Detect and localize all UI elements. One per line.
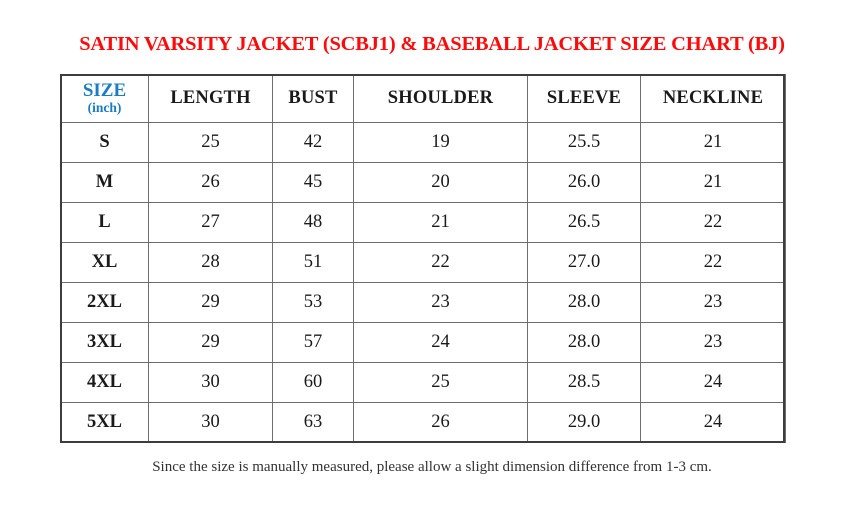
- cell-neckline: 23: [640, 282, 786, 323]
- column-header-size-unit: (inch): [87, 100, 122, 116]
- cell-length: 25: [148, 122, 273, 163]
- measurement-disclaimer: Since the size is manually measured, ple…: [152, 459, 712, 475]
- table-row: M 26 45 20 26.0 21: [60, 162, 786, 203]
- cell-size: 5XL: [60, 402, 149, 443]
- cell-neckline: 24: [640, 362, 786, 403]
- cell-shoulder: 24: [353, 322, 528, 363]
- cell-bust: 53: [272, 282, 354, 323]
- cell-shoulder: 23: [353, 282, 528, 323]
- cell-shoulder: 22: [353, 242, 528, 283]
- cell-shoulder: 19: [353, 122, 528, 163]
- cell-length: 29: [148, 322, 273, 363]
- cell-neckline: 21: [640, 122, 786, 163]
- table-header-row: SIZE (inch) LENGTH BUST SHOULDER SLEEVE …: [60, 74, 786, 123]
- cell-size: 4XL: [60, 362, 149, 403]
- table-row: 4XL 30 60 25 28.5 24: [60, 362, 786, 403]
- cell-sleeve: 28.5: [527, 362, 641, 403]
- cell-shoulder: 26: [353, 402, 528, 443]
- cell-bust: 48: [272, 202, 354, 243]
- cell-size: M: [60, 162, 149, 203]
- cell-sleeve: 29.0: [527, 402, 641, 443]
- page-title: SATIN VARSITY JACKET (SCBJ1) & BASEBALL …: [79, 33, 785, 55]
- column-header-sleeve: SLEEVE: [527, 74, 641, 123]
- cell-bust: 60: [272, 362, 354, 403]
- cell-neckline: 24: [640, 402, 786, 443]
- cell-neckline: 23: [640, 322, 786, 363]
- cell-size: 2XL: [60, 282, 149, 323]
- cell-neckline: 21: [640, 162, 786, 203]
- size-chart-table: SIZE (inch) LENGTH BUST SHOULDER SLEEVE …: [60, 74, 786, 443]
- cell-sleeve: 28.0: [527, 322, 641, 363]
- cell-shoulder: 21: [353, 202, 528, 243]
- table-row: XL 28 51 22 27.0 22: [60, 242, 786, 283]
- cell-sleeve: 26.5: [527, 202, 641, 243]
- cell-sleeve: 28.0: [527, 282, 641, 323]
- cell-length: 27: [148, 202, 273, 243]
- cell-length: 30: [148, 402, 273, 443]
- column-header-bust: BUST: [272, 74, 354, 123]
- cell-size: L: [60, 202, 149, 243]
- cell-bust: 51: [272, 242, 354, 283]
- cell-sleeve: 27.0: [527, 242, 641, 283]
- cell-size: 3XL: [60, 322, 149, 363]
- cell-sleeve: 26.0: [527, 162, 641, 203]
- column-header-length: LENGTH: [148, 74, 273, 123]
- column-header-size-label: SIZE: [82, 80, 127, 102]
- size-chart-body: SIZE (inch) LENGTH BUST SHOULDER SLEEVE …: [60, 74, 786, 443]
- cell-shoulder: 20: [353, 162, 528, 203]
- table-row: S 25 42 19 25.5 21: [60, 122, 786, 163]
- cell-bust: 57: [272, 322, 354, 363]
- cell-neckline: 22: [640, 202, 786, 243]
- cell-sleeve: 25.5: [527, 122, 641, 163]
- cell-shoulder: 25: [353, 362, 528, 403]
- cell-size: S: [60, 122, 149, 163]
- column-header-size: SIZE (inch): [60, 74, 149, 123]
- cell-size: XL: [60, 242, 149, 283]
- cell-length: 29: [148, 282, 273, 323]
- table-row: 5XL 30 63 26 29.0 24: [60, 402, 786, 443]
- cell-length: 26: [148, 162, 273, 203]
- cell-length: 28: [148, 242, 273, 283]
- column-header-neckline: NECKLINE: [640, 74, 786, 123]
- table-row: 2XL 29 53 23 28.0 23: [60, 282, 786, 323]
- cell-length: 30: [148, 362, 273, 403]
- cell-neckline: 22: [640, 242, 786, 283]
- cell-bust: 63: [272, 402, 354, 443]
- cell-bust: 45: [272, 162, 354, 203]
- table-row: 3XL 29 57 24 28.0 23: [60, 322, 786, 363]
- column-header-shoulder: SHOULDER: [353, 74, 528, 123]
- cell-bust: 42: [272, 122, 354, 163]
- table-row: L 27 48 21 26.5 22: [60, 202, 786, 243]
